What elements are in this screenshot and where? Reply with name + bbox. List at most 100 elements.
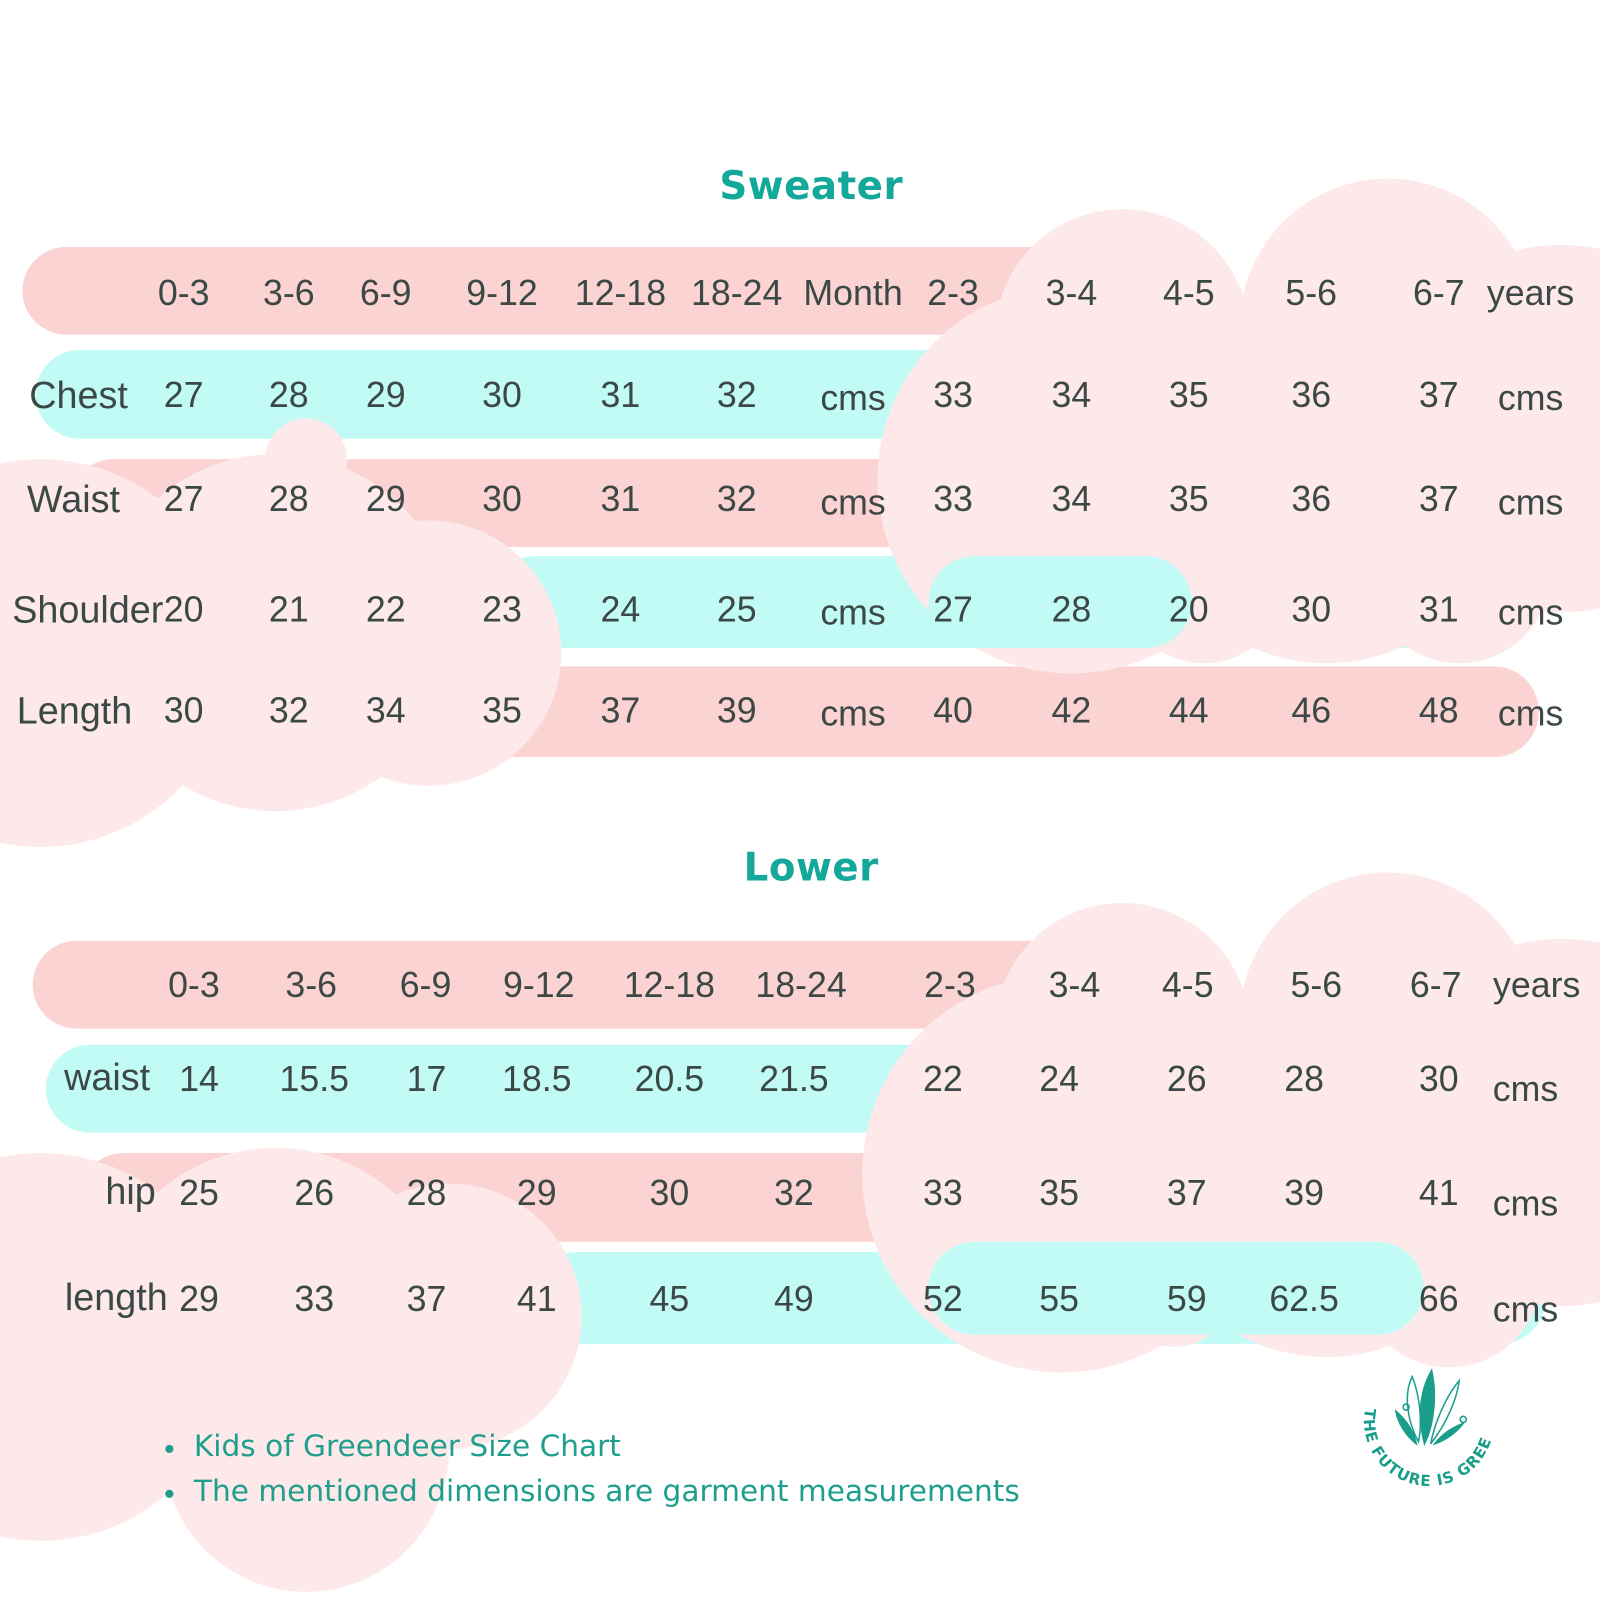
sweater-cell: 42 xyxy=(1051,690,1092,731)
lower-cell: cms xyxy=(1492,1183,1559,1224)
cloud-left-bottom xyxy=(0,1147,582,1592)
sweater-cell: 31 xyxy=(600,375,641,416)
lower-cell: 66 xyxy=(1418,1279,1459,1320)
sweater-header-cell: 2-3 xyxy=(927,273,979,314)
sweater-cell: 34 xyxy=(365,690,406,731)
sweater-cell: 29 xyxy=(365,479,406,520)
sweater-row-label: Shoulder xyxy=(12,588,164,631)
sweater-cell: 39 xyxy=(716,690,757,731)
lower-row-label: length xyxy=(64,1276,168,1319)
sweater-cell: cms xyxy=(1497,482,1564,523)
sweater-header-cell: Month xyxy=(803,273,903,314)
band xyxy=(928,556,1192,648)
lower-header-cell: 6-7 xyxy=(1409,965,1462,1006)
lower-cell: 29 xyxy=(179,1279,219,1320)
note-item: The mentioned dimensions are garment mea… xyxy=(163,1473,1020,1518)
lower-cell: 37 xyxy=(406,1279,447,1320)
sweater-cell: 32 xyxy=(268,690,309,731)
lower-cell: 45 xyxy=(649,1279,690,1320)
lower-cell: 49 xyxy=(774,1279,814,1320)
sweater-cell: cms xyxy=(820,482,886,523)
lower-header-cell: 5-6 xyxy=(1290,965,1343,1006)
lower-header-cell: 3-4 xyxy=(1048,965,1101,1006)
sweater-cell: 35 xyxy=(482,690,522,731)
sweater-cell: 31 xyxy=(600,479,641,520)
lower-header-cell: 4-5 xyxy=(1161,965,1214,1006)
sweater-cell: 37 xyxy=(600,690,641,731)
lower-cell: 29 xyxy=(516,1173,557,1214)
lower-cell: 33 xyxy=(922,1173,963,1214)
sweater-cell: 35 xyxy=(1168,375,1209,416)
sweater-cell: 34 xyxy=(1051,479,1092,520)
sweater-cell: 34 xyxy=(1051,375,1092,416)
sweater-cell: cms xyxy=(1497,378,1564,419)
sweater-header-cell: 6-7 xyxy=(1412,273,1465,314)
notes-list: Kids of Greendeer Size Chart The mention… xyxy=(163,1429,1020,1519)
lower-cell: 24 xyxy=(1039,1059,1080,1099)
lower-cell: 39 xyxy=(1284,1173,1324,1214)
sweater-header-cell: 3-6 xyxy=(262,273,315,314)
sweater-cell: 20 xyxy=(1168,589,1209,630)
band xyxy=(45,1044,1026,1133)
lower-cell: 28 xyxy=(1284,1059,1324,1099)
lower-header-cell: 6-9 xyxy=(399,965,452,1006)
sweater-cell: 25 xyxy=(716,589,757,630)
sweater-cell: 24 xyxy=(600,589,641,630)
sweater-cell: 33 xyxy=(933,375,973,416)
sweater-cell: cms xyxy=(1497,592,1564,633)
lower-row-label: waist xyxy=(64,1056,151,1098)
lower-cell: 55 xyxy=(1039,1279,1080,1320)
sweater-header-cell: years xyxy=(1486,273,1575,314)
lower-cell: 22 xyxy=(922,1059,963,1099)
sweater-cell: 36 xyxy=(1291,375,1332,416)
lower-header-cell: 0-3 xyxy=(168,965,220,1006)
sweater-cell: 40 xyxy=(933,690,973,731)
note-item: Kids of Greendeer Size Chart xyxy=(163,1429,1020,1474)
leaves-icon xyxy=(1394,1368,1468,1447)
lower-cell: 52 xyxy=(922,1279,963,1320)
sweater-cell: 30 xyxy=(1291,589,1332,630)
sweater-cell: 32 xyxy=(716,479,757,520)
sweater-cell: 27 xyxy=(933,589,973,630)
lower-cell: 18.5 xyxy=(501,1059,572,1099)
lower-cell: 20.5 xyxy=(634,1059,705,1099)
sweater-header-cell: 3-4 xyxy=(1045,273,1098,314)
sweater-cell: 28 xyxy=(1051,589,1092,630)
sweater-cell: cms xyxy=(820,592,886,633)
sweater-cell: 31 xyxy=(1418,589,1459,630)
lower-cell: 41 xyxy=(1418,1173,1459,1214)
lower-cell: cms xyxy=(1492,1069,1559,1110)
sweater-cell: 30 xyxy=(163,690,204,731)
lower-cell: 21.5 xyxy=(759,1059,829,1099)
lower-cell: 35 xyxy=(1039,1173,1080,1214)
lower-cell: cms xyxy=(1492,1289,1559,1330)
the-future-is-green-logo: THE FUTURE IS GREEN xyxy=(1345,1362,1494,1490)
sweater-cell: 29 xyxy=(365,375,406,416)
lower-cell: 26 xyxy=(294,1173,335,1214)
sweater-cell: cms xyxy=(1497,693,1564,734)
sweater-header-cell: 4-5 xyxy=(1162,273,1215,314)
cloud-right-top xyxy=(877,178,1600,674)
sweater-cell: 27 xyxy=(163,479,204,520)
sweater-cell: cms xyxy=(820,378,886,419)
lower-cell: 30 xyxy=(649,1173,690,1214)
sweater-cell: 20 xyxy=(163,589,204,630)
sweater-row-label: Waist xyxy=(26,478,120,521)
sweater-cell: 30 xyxy=(482,479,522,520)
sweater-cell: 37 xyxy=(1418,479,1459,520)
lower-header-cell: 12-18 xyxy=(623,965,716,1006)
lower-cell: 41 xyxy=(516,1279,557,1320)
lower-cell: 30 xyxy=(1418,1059,1459,1099)
lower-header-cell: years xyxy=(1493,965,1581,1006)
lower-cell: 59 xyxy=(1166,1279,1207,1320)
sweater-cell: 27 xyxy=(163,375,204,416)
lower-cell: 33 xyxy=(294,1279,335,1320)
cloud-left-top xyxy=(0,418,562,847)
sweater-cell: 30 xyxy=(482,375,522,416)
sweater-cell: 28 xyxy=(268,375,309,416)
lower-cell: 17 xyxy=(406,1059,447,1099)
sweater-cell: 37 xyxy=(1418,375,1459,416)
sweater-cell: 33 xyxy=(933,479,973,520)
band xyxy=(22,246,1105,335)
